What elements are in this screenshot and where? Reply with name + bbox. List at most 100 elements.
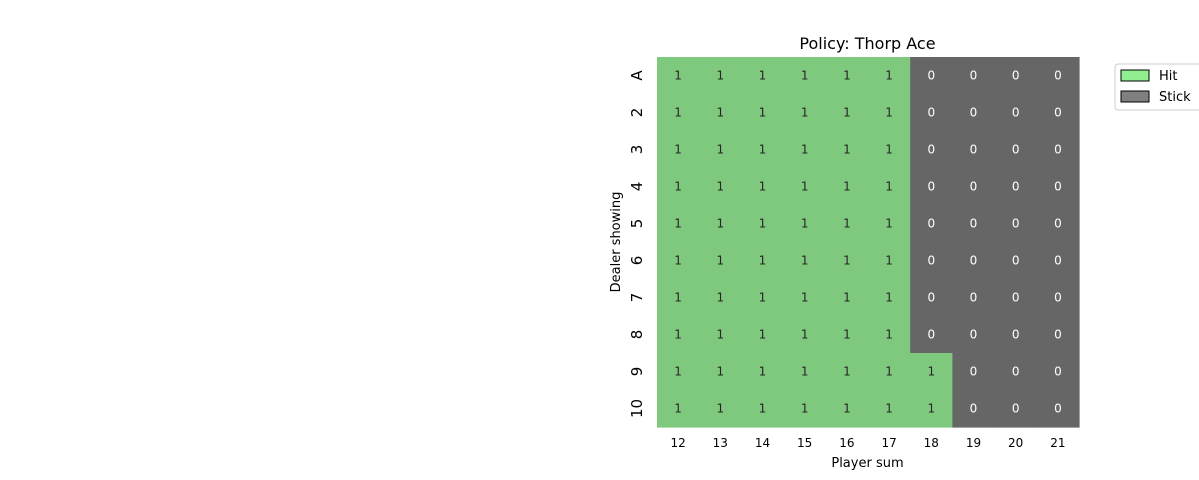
heatmap-cell-label: 1	[885, 328, 893, 342]
heatmap-cell	[741, 390, 785, 428]
heatmap-cell-label: 1	[759, 106, 767, 120]
heatmap-cell-label: 0	[970, 254, 978, 268]
heatmap-cell	[1036, 57, 1080, 95]
heatmap-cell-label: 1	[716, 106, 724, 120]
heatmap-cell	[699, 390, 742, 428]
heatmap-cell	[1036, 205, 1080, 243]
heatmap-cell	[952, 242, 996, 280]
heatmap-cell-label: 0	[1054, 402, 1062, 416]
heatmap-cell	[825, 168, 869, 206]
heatmap-cell-label: 0	[1054, 365, 1062, 379]
x-tick-label: 15	[797, 436, 812, 450]
heatmap-cell-label: 1	[674, 180, 682, 194]
heatmap-cell-label: 1	[716, 69, 724, 83]
heatmap-cell	[657, 57, 700, 95]
y-tick-labels: A 2 3 4 5 6 7 8 9 10	[628, 70, 646, 418]
heatmap-cell-label: 1	[801, 365, 809, 379]
heatmap-cell-label: 1	[759, 328, 767, 342]
heatmap-cell-label: 0	[927, 291, 935, 305]
heatmap-cell-label: 1	[801, 106, 809, 120]
heatmap-cell	[699, 57, 742, 95]
heatmap-cell-label: 1	[759, 180, 767, 194]
heatmap-cell	[825, 279, 869, 317]
heatmap-cell-label: 1	[843, 254, 851, 268]
heatmap-cell-label: 1	[716, 365, 724, 379]
heatmap-cell	[952, 316, 996, 354]
y-tick-label: 7	[628, 293, 646, 303]
heatmap-cell	[1036, 316, 1080, 354]
heatmap-cell	[910, 168, 953, 206]
chart-title: Policy: Thorp Ace	[799, 34, 935, 53]
heatmap-cell-label: 1	[885, 69, 893, 83]
heatmap-cell-label: 0	[1012, 69, 1020, 83]
heatmap-cell	[1036, 242, 1080, 280]
heatmap-cell	[1036, 390, 1080, 428]
heatmap-cell-label: 0	[1012, 402, 1020, 416]
x-tick-label: 20	[1008, 436, 1023, 450]
heatmap-cell-label: 0	[970, 217, 978, 231]
y-tick-label: 4	[628, 182, 646, 192]
heatmap-cell-label: 1	[801, 143, 809, 157]
heatmap-cell-label: 1	[759, 217, 767, 231]
heatmap-cell	[868, 390, 911, 428]
x-tick-label: 17	[881, 436, 896, 450]
heatmap-cell	[994, 279, 1038, 317]
heatmap-cell	[783, 353, 827, 391]
x-tick-label: 12	[670, 436, 685, 450]
heatmap-cell	[1036, 168, 1080, 206]
heatmap-cell	[994, 353, 1038, 391]
heatmap-cell-label: 0	[1054, 106, 1062, 120]
y-tick-label: A	[628, 70, 646, 81]
heatmap-cell	[741, 205, 785, 243]
heatmap-cell	[741, 242, 785, 280]
heatmap-cell	[910, 390, 953, 428]
heatmap-cell	[783, 168, 827, 206]
heatmap-cell-label: 1	[759, 291, 767, 305]
heatmap-cell	[741, 168, 785, 206]
heatmap-cell-label: 1	[716, 143, 724, 157]
y-tick-label: 8	[628, 330, 646, 340]
heatmap-cell-label: 1	[801, 217, 809, 231]
heatmap-cell-label: 1	[801, 254, 809, 268]
heatmap-cell	[952, 353, 996, 391]
x-tick-labels: 12 13 14 15 16 17 18 19 20 21	[670, 436, 1065, 450]
legend-label: Stick	[1159, 90, 1191, 105]
heatmap-cell	[783, 94, 827, 132]
y-tick-label: 10	[628, 399, 646, 418]
heatmap-cell	[952, 279, 996, 317]
legend-swatch	[1120, 69, 1150, 82]
heatmap-cell-label: 1	[759, 365, 767, 379]
heatmap-cell-label: 0	[970, 106, 978, 120]
heatmap-cell	[825, 57, 869, 95]
heatmap-cell	[952, 168, 996, 206]
x-tick-label: 13	[713, 436, 728, 450]
heatmap-cell	[868, 205, 911, 243]
heatmap-cell-label: 1	[885, 402, 893, 416]
heatmap-cell-label: 1	[843, 328, 851, 342]
heatmap-cell	[1036, 131, 1080, 169]
heatmap-cell-label: 1	[927, 402, 935, 416]
heatmap-cell-label: 1	[674, 143, 682, 157]
heatmap-cell	[783, 316, 827, 354]
heatmap-cell-label: 0	[1054, 328, 1062, 342]
heatmap-cell	[657, 94, 700, 132]
y-tick-label: 9	[628, 367, 646, 377]
heatmap-cell	[741, 94, 785, 132]
heatmap-cell	[657, 353, 700, 391]
y-tick-label: 3	[628, 145, 646, 155]
heatmap-cell	[825, 94, 869, 132]
heatmap-cell	[952, 205, 996, 243]
heatmap-cell-label: 1	[716, 328, 724, 342]
heatmap-cell-label: 1	[843, 180, 851, 194]
heatmap-cell	[910, 57, 953, 95]
heatmap-cell	[783, 205, 827, 243]
y-tick-label: 2	[628, 108, 646, 118]
heatmap-cell	[868, 94, 911, 132]
y-tick-label: 5	[628, 219, 646, 229]
heatmap-cell-label: 1	[801, 291, 809, 305]
legend: Hit Stick	[1114, 63, 1199, 111]
heatmap-cell	[825, 205, 869, 243]
heatmap-cell	[783, 131, 827, 169]
heatmap-cell-label: 1	[885, 291, 893, 305]
